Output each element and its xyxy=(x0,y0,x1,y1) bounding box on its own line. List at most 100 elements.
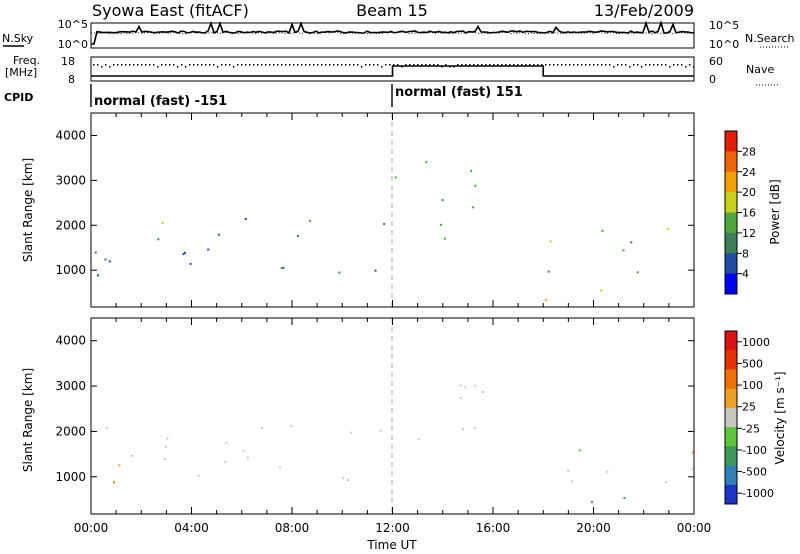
frequency-dot xyxy=(373,64,375,66)
echo-point xyxy=(347,479,349,482)
frequency-dot xyxy=(429,64,431,66)
power-ytick-4000: 4000 xyxy=(55,128,86,142)
frequency-dot xyxy=(217,66,219,68)
frequency-dot xyxy=(137,64,139,66)
colorbar-swatch xyxy=(725,331,737,351)
frequency-dot xyxy=(241,64,243,66)
colorbar-swatch xyxy=(725,212,737,234)
colorbar-tick-label: 1000 xyxy=(742,336,770,349)
frequency-dot xyxy=(209,64,211,66)
frequency-dot xyxy=(101,66,103,68)
frequency-dot xyxy=(269,64,271,66)
frequency-dot xyxy=(613,66,615,68)
velocity-ytick-4000: 4000 xyxy=(55,334,86,348)
colorbar-swatch xyxy=(725,171,737,193)
velocity-colorbar-label: Velocity [m s⁻¹] xyxy=(773,371,787,464)
date-title: 13/Feb/2009 xyxy=(594,1,694,20)
frequency-dot xyxy=(265,64,267,66)
frequency-dot xyxy=(657,64,659,66)
frequency-dot xyxy=(321,64,323,66)
frequency-dot xyxy=(501,64,503,66)
velocity-ytick-2000: 2000 xyxy=(55,424,86,438)
frequency-dot xyxy=(605,64,607,66)
frequency-dot xyxy=(677,64,679,66)
frequency-dot xyxy=(633,64,635,66)
frequency-dot xyxy=(541,64,543,66)
velocity-x-tick-marks xyxy=(90,318,695,514)
frequency-dot xyxy=(497,64,499,66)
velocity-ytick-1000: 1000 xyxy=(55,470,86,484)
colorbar-swatch xyxy=(725,407,737,428)
frequency-dot xyxy=(437,64,439,66)
frequency-dot xyxy=(117,64,119,66)
echo-point xyxy=(297,235,299,237)
colorbar-swatch xyxy=(725,369,737,390)
frequency-dot xyxy=(525,64,527,66)
echo-point xyxy=(462,428,465,431)
frequency-dot xyxy=(253,64,255,66)
echo-point xyxy=(459,396,462,399)
cpid-panel: CPID normal (fast) -151 normal (fast) 15… xyxy=(4,84,523,109)
beam-title: Beam 15 xyxy=(356,1,428,20)
sky-label: N.Sky xyxy=(2,32,34,45)
frequency-dot xyxy=(229,64,231,66)
colorbar-tick-label: -1000 xyxy=(742,487,774,500)
colorbar-tick-label: 25 xyxy=(742,401,756,414)
colorbar-tick-label: 4 xyxy=(742,268,749,281)
echo-point xyxy=(290,425,293,428)
colorbar-swatch xyxy=(725,131,737,152)
nave-tick-low: 0 xyxy=(709,73,716,86)
echo-point xyxy=(224,461,227,464)
frequency-dot xyxy=(401,66,403,68)
frequency-dot xyxy=(233,66,235,68)
frequency-dot xyxy=(133,64,135,66)
frequency-dot xyxy=(125,64,127,66)
frequency-dot xyxy=(453,66,455,68)
frequency-dot xyxy=(473,64,475,66)
frequency-dot xyxy=(533,64,535,66)
frequency-dot xyxy=(169,64,171,66)
frequency-dot xyxy=(297,64,299,66)
frequency-dot xyxy=(97,64,99,66)
frequency-dots xyxy=(93,64,695,68)
xtick-0800: 08:00 xyxy=(275,521,310,535)
echo-point xyxy=(471,206,474,209)
echo-point xyxy=(244,218,247,220)
echo-point xyxy=(280,267,283,270)
echo-point xyxy=(474,184,477,187)
frequency-dot xyxy=(521,64,523,66)
power-colorbar: 28 24 20 16 12 8 4 Power [dB] xyxy=(724,130,782,295)
frequency-dot xyxy=(629,66,631,68)
echo-point xyxy=(622,249,625,252)
nave-tick-high: 60 xyxy=(709,55,723,68)
frequency-dot xyxy=(413,64,415,66)
frequency-dot xyxy=(377,64,379,66)
echo-point xyxy=(118,464,121,467)
frequency-dot xyxy=(361,66,363,68)
echo-point xyxy=(379,429,382,432)
echo-point xyxy=(105,427,108,430)
xtick-0400: 04:00 xyxy=(174,521,209,535)
frequency-dot xyxy=(693,66,695,68)
velocity-scatter xyxy=(105,384,694,504)
echo-point xyxy=(308,219,311,222)
frequency-dot xyxy=(173,64,175,66)
velocity-colorbar-frame xyxy=(724,330,738,505)
cpid-segment-1: normal (fast) -151 xyxy=(94,94,227,109)
frequency-dot xyxy=(293,64,295,66)
frequency-dot xyxy=(277,64,279,66)
echo-point xyxy=(350,431,353,434)
echo-point xyxy=(182,253,185,256)
echo-point xyxy=(547,270,550,273)
frequency-dot xyxy=(157,66,159,68)
echo-point xyxy=(217,233,220,236)
freq-tick-high: 18 xyxy=(61,55,75,68)
frequency-dot xyxy=(481,64,483,66)
frequency-dot xyxy=(93,64,95,66)
frequency-dot xyxy=(557,64,559,66)
power-ytick-1000: 1000 xyxy=(55,263,86,277)
frequency-dot xyxy=(185,66,187,68)
power-x-tick-marks xyxy=(90,113,695,307)
frequency-dot xyxy=(109,66,111,68)
frequency-dot xyxy=(573,64,575,66)
